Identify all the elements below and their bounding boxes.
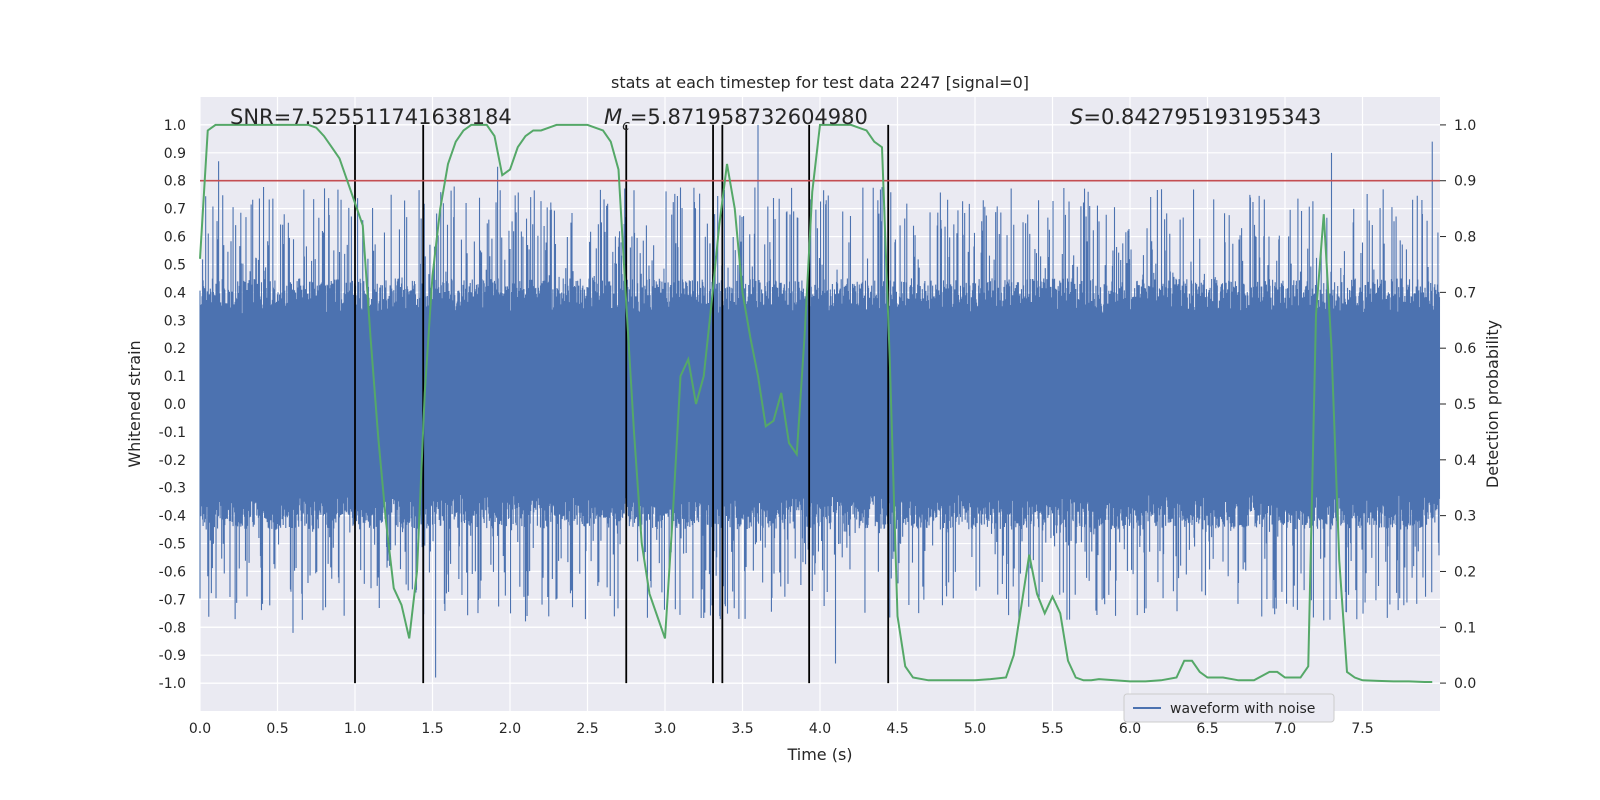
legend-box — [1123, 693, 1335, 723]
x-tick-label: 1.0 — [344, 721, 366, 737]
x-tick-label: 4.0 — [809, 721, 831, 737]
y2-tick-label: 0.3 — [1454, 509, 1476, 525]
waveform-series — [199, 124, 1441, 678]
x-tick-label: 1.5 — [421, 721, 443, 737]
chirp-mass-subscript: c — [622, 118, 630, 134]
y-tick-label: -0.6 — [159, 564, 186, 580]
x-axis-title: Time (s) — [786, 745, 852, 764]
y-tick-label: -0.2 — [159, 453, 186, 469]
x-tick-label: 4.5 — [886, 721, 908, 737]
y-tick-label: -0.7 — [159, 592, 186, 608]
legend-label: waveform with noise — [1170, 701, 1315, 717]
detection-probability-series — [199, 123, 1433, 683]
y2-tick-label: 0.9 — [1454, 174, 1476, 190]
y2-tick-label: 0.5 — [1454, 397, 1476, 413]
x-tick-label: 2.0 — [499, 721, 521, 737]
x-tick-label: 5.0 — [964, 721, 986, 737]
y-tick-label: 0.5 — [164, 257, 186, 273]
y-tick-label: 0.7 — [164, 202, 186, 218]
x-tick-label: 3.5 — [731, 721, 753, 737]
y2-tick-label: 0.0 — [1454, 676, 1476, 692]
y2-tick-label: 0.6 — [1454, 341, 1476, 357]
y-tick-label: -0.1 — [159, 425, 186, 441]
y2-tick-label: 0.2 — [1454, 564, 1476, 580]
x-tick-label: 3.0 — [654, 721, 676, 737]
s-value: =0.842795193195343 — [1083, 105, 1321, 129]
y-tick-label: -1.0 — [159, 676, 186, 692]
vertical-markers — [354, 124, 890, 684]
y-axis-title: Whitened strain — [125, 340, 144, 467]
s-symbol: S — [1070, 105, 1083, 129]
waveform-trace — [199, 124, 1441, 678]
y-tick-label: -0.9 — [159, 648, 186, 664]
y-tick-label: -0.5 — [159, 537, 186, 553]
y-tick-label: -0.4 — [159, 509, 186, 525]
x-tick-label: 7.0 — [1274, 721, 1296, 737]
y-tick-label: 0.4 — [164, 285, 186, 301]
x-tick-label: 0.5 — [266, 721, 288, 737]
y-tick-label: 1.0 — [164, 118, 186, 134]
y2-axis-title: Detection probability — [1483, 320, 1502, 488]
y-tick-label: 0.0 — [164, 397, 186, 413]
y-tick-label: -0.8 — [159, 620, 186, 636]
y2-tick-label: 0.1 — [1454, 620, 1476, 636]
y2-tick-label: 0.7 — [1454, 285, 1476, 301]
s-annotation: S=0.842795193195343 — [1070, 105, 1321, 129]
chart-title: stats at each timestep for test data 224… — [611, 73, 1029, 92]
x-tick-label: 6.0 — [1119, 721, 1141, 737]
x-tick-label: 6.5 — [1196, 721, 1218, 737]
y-tick-label: 0.3 — [164, 313, 186, 329]
x-tick-label: 2.5 — [576, 721, 598, 737]
y-tick-label: -0.3 — [159, 481, 186, 497]
chirp-mass-symbol: M — [604, 105, 622, 129]
axes: 0.0 0.5 1.0 1.5 2.0 2.5 3.0 3.5 4.0 4.5 5.0 5.5 6.0 6… — [159, 118, 1477, 737]
y2-tick-label: 0.8 — [1454, 230, 1476, 246]
probability-curve — [199, 123, 1433, 683]
x-tick-label: 5.5 — [1041, 721, 1063, 737]
snr-annotation: SNR=7.525511741638184 — [230, 105, 512, 129]
legend: waveform with noise — [1123, 693, 1335, 723]
x-tick-label: 0.0 — [189, 721, 211, 737]
y-tick-label: 0.9 — [164, 146, 186, 162]
chirp-mass-value: =5.871958732604980 — [630, 105, 868, 129]
y-tick-label: 0.8 — [164, 174, 186, 190]
y2-tick-label: 0.4 — [1454, 453, 1476, 469]
chirp-mass-annotation: Mc=5.871958732604980 — [604, 105, 868, 134]
x-tick-label: 7.5 — [1351, 721, 1373, 737]
y2-tick-label: 1.0 — [1454, 118, 1476, 134]
y-tick-label: 0.1 — [164, 369, 186, 385]
y-tick-label: 0.2 — [164, 341, 186, 357]
y-tick-label: 0.6 — [164, 230, 186, 246]
